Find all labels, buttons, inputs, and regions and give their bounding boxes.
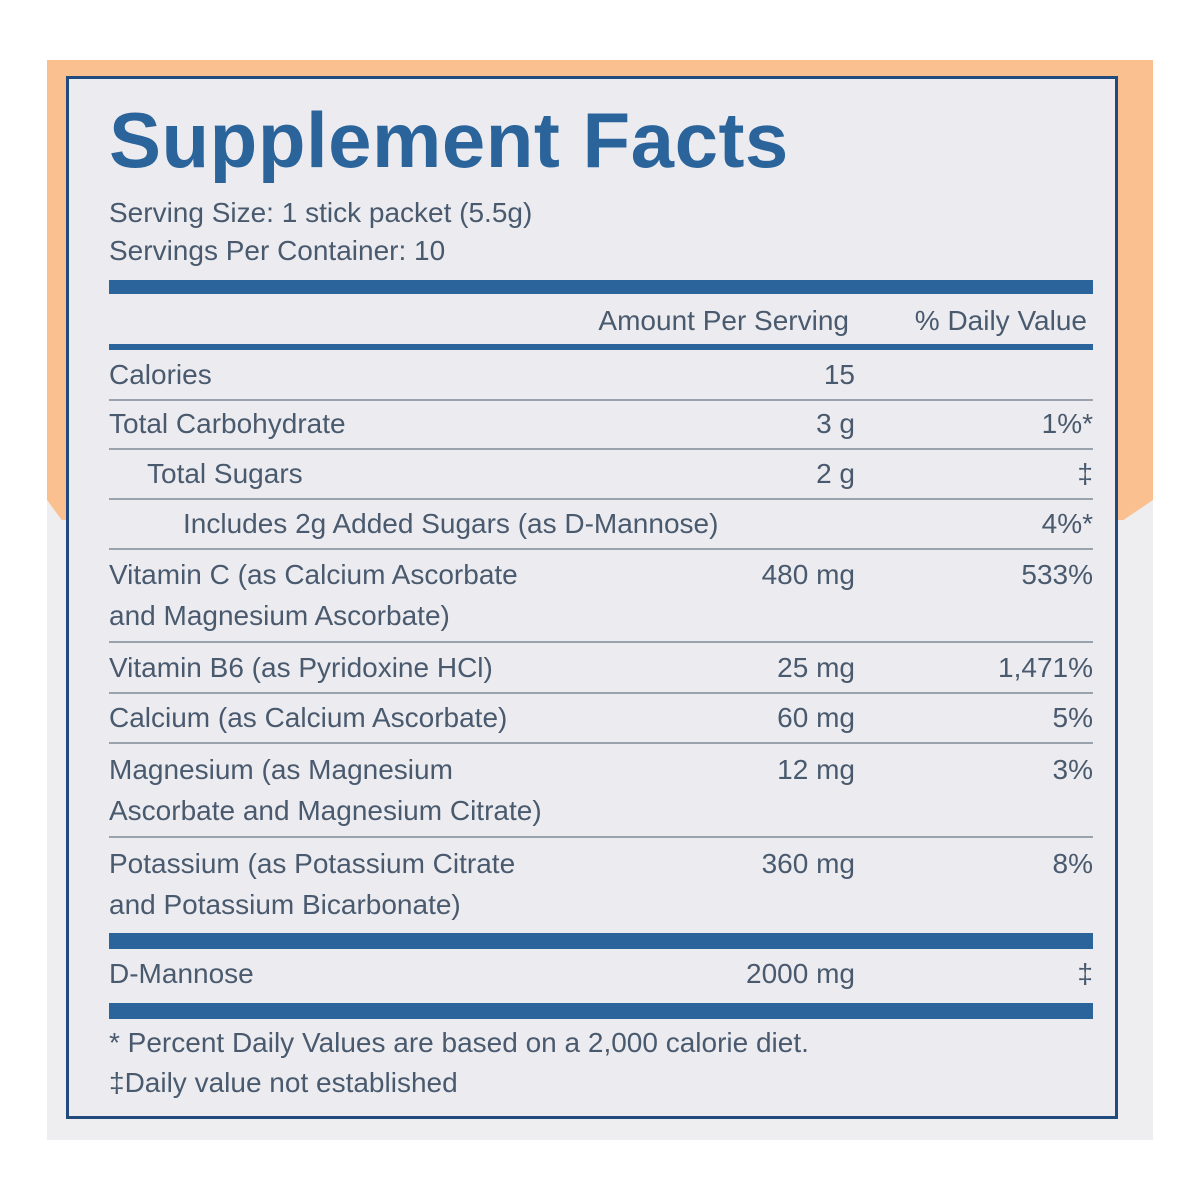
header-daily-value: % Daily Value (914, 305, 1087, 336)
footnote-daily-values: * Percent Daily Values are based on a 2,… (109, 1027, 809, 1058)
header-amount: Amount Per Serving (598, 305, 849, 336)
supplement-facts-panel: Supplement Facts Serving Size: 1 stick p… (66, 76, 1118, 1119)
servings-per-container: Servings Per Container: 10 (109, 235, 446, 266)
row-divider (109, 448, 1093, 450)
footnote-not-established: ‡Daily value not established (109, 1067, 458, 1098)
serving-size: Serving Size: 1 stick packet (5.5g) (109, 197, 533, 228)
row-divider (109, 498, 1093, 500)
row-divider (109, 548, 1093, 550)
thick-divider (109, 1003, 1093, 1019)
row-divider (109, 641, 1093, 643)
row-divider (109, 742, 1093, 744)
thick-divider (109, 933, 1093, 949)
medium-divider (109, 344, 1093, 350)
row-divider (109, 836, 1093, 838)
row-divider (109, 399, 1093, 401)
thick-divider (109, 280, 1093, 294)
title: Supplement Facts (109, 96, 789, 184)
row-divider (109, 692, 1093, 694)
